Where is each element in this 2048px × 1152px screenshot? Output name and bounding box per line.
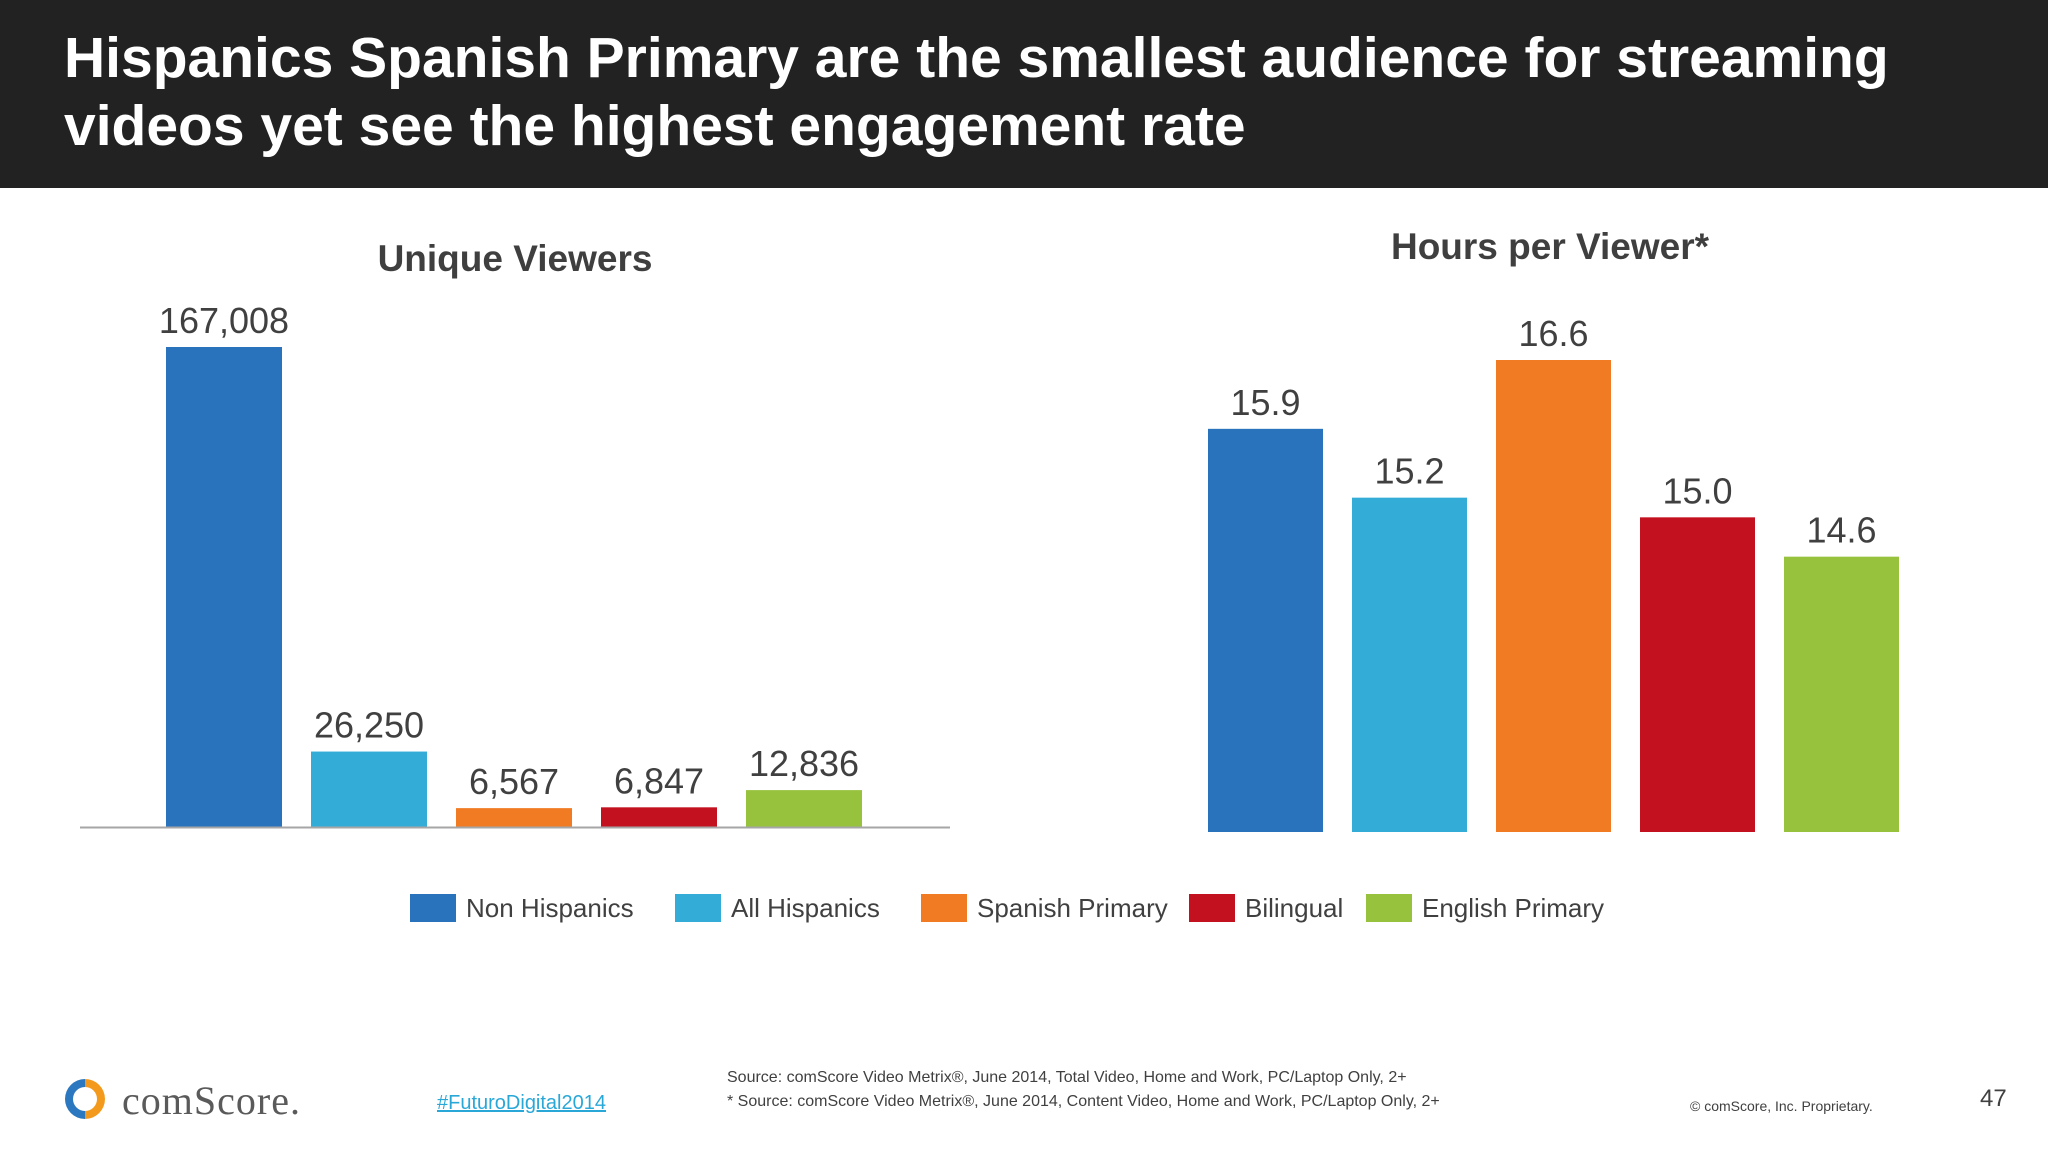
source-line-1: Source: comScore Video Metrix®, June 201…	[727, 1069, 1407, 1086]
copyright: © comScore, Inc. Proprietary.	[1690, 1098, 1873, 1114]
unique-viewers-bar-1	[166, 347, 282, 827]
unique-viewers-title: Unique Viewers	[377, 238, 653, 279]
legend-label: English Primary	[1422, 893, 1605, 923]
unique-viewers-bar-5	[746, 790, 862, 827]
bar-charts: 167,008 26,250 6,567 6,847 12,836 15.9 15.2 16.…	[80, 300, 1899, 832]
hours-per-viewer-data-label-2: 15.2	[1374, 451, 1444, 492]
legend-label: Bilingual	[1245, 893, 1344, 923]
hours-per-viewer-title: Hours per Viewer*	[1390, 226, 1710, 267]
hours-per-viewer-bar-3	[1496, 360, 1611, 832]
legend-label: All Hispanics	[731, 893, 880, 923]
legend-swatch	[410, 894, 456, 922]
unique-viewers-data-label-3: 6,567	[469, 761, 559, 802]
hours-per-viewer-data-label-3: 16.6	[1518, 313, 1588, 354]
hours-per-viewer-data-label-1: 15.9	[1230, 382, 1300, 423]
legend-label: Spanish Primary	[977, 893, 1168, 923]
unique-viewers-data-label-1: 167,008	[159, 300, 289, 341]
legend-label: Non Hispanics	[466, 893, 634, 923]
unique-viewers-data-label-5: 12,836	[749, 743, 859, 784]
source-line-2: * Source: comScore Video Metrix®, June 2…	[727, 1093, 1440, 1110]
comscore-logo: comScore.	[62, 1076, 362, 1124]
unique-viewers-bar-3	[456, 808, 572, 827]
hours-per-viewer-bar-4	[1640, 517, 1755, 832]
comscore-logo-icon	[65, 1079, 105, 1119]
hours-per-viewer-chart: 15.9 15.2 16.6 15.0 14.6	[1208, 313, 1899, 832]
legend-swatch	[675, 894, 721, 922]
comscore-logo-text: comScore.	[122, 1078, 301, 1123]
chart-legend: Non Hispanics All Hispanics Spanish Primar…	[0, 888, 2048, 938]
hashtag-link[interactable]: #FuturoDigital2014	[437, 1092, 606, 1114]
page-number: 47	[1980, 1085, 2007, 1112]
unique-viewers-data-label-2: 26,250	[314, 705, 424, 746]
slide-header: Hispanics Spanish Primary are the smalle…	[0, 0, 2048, 188]
legend-swatch	[1189, 894, 1235, 922]
slide-title: Hispanics Spanish Primary are the smalle…	[64, 26, 1889, 158]
hours-per-viewer-bar-2	[1352, 497, 1467, 832]
unique-viewers-bar-4	[601, 807, 717, 827]
unique-viewers-chart: 167,008 26,250 6,567 6,847 12,836	[80, 300, 950, 829]
hours-per-viewer-bar-5	[1784, 556, 1899, 832]
unique-viewers-bar-2	[311, 751, 427, 827]
legend-swatch	[921, 894, 967, 922]
hours-per-viewer-data-label-5: 14.6	[1806, 510, 1876, 551]
hours-per-viewer-bar-1	[1208, 428, 1323, 832]
legend-swatch	[1366, 894, 1412, 922]
sources: Source: comScore Video Metrix®, June 201…	[727, 1066, 1440, 1114]
unique-viewers-data-label-4: 6,847	[614, 760, 704, 801]
hours-per-viewer-data-label-4: 15.0	[1662, 470, 1732, 511]
